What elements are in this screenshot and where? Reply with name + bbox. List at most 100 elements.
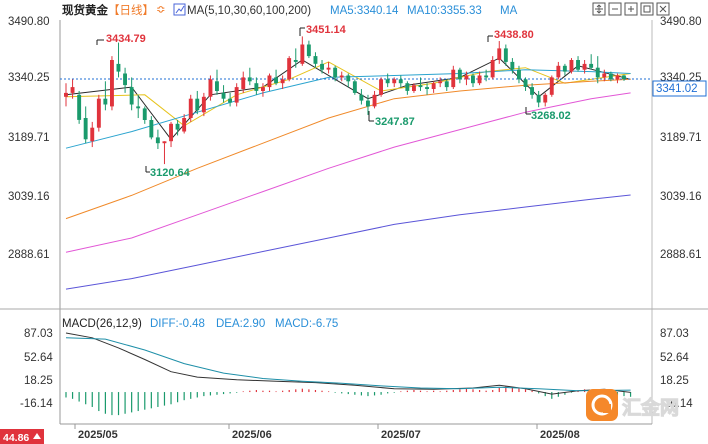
- triangle-up-icon: [33, 433, 41, 439]
- candle: [451, 65, 456, 90]
- candle: [188, 94, 193, 122]
- month-label: 2025/07: [381, 429, 421, 441]
- ma-more-label: MA: [500, 5, 518, 17]
- candle: [510, 58, 515, 74]
- candle: [569, 58, 574, 74]
- period-selector[interactable]: 【日线】: [108, 3, 154, 17]
- candle: [64, 83, 68, 107]
- macd-axis-right: 87.03 52.64 18.25 -16.14: [660, 328, 693, 410]
- candle: [90, 121, 95, 148]
- candle: [228, 92, 232, 107]
- candle: [425, 83, 429, 95]
- current-price-tag: 3341.02: [652, 80, 707, 97]
- minus-box-icon[interactable]: [608, 2, 622, 16]
- candle: [543, 92, 548, 107]
- candle: [339, 71, 344, 82]
- chart-settings-icon[interactable]: [173, 3, 186, 16]
- candle: [457, 67, 462, 84]
- candle: [398, 75, 403, 88]
- candle: [464, 71, 469, 86]
- macd-tick: -16.14: [660, 398, 693, 410]
- watermark-text: 汇金网: [622, 396, 679, 419]
- chart-badge[interactable]: 44.86: [0, 429, 44, 444]
- candle: [155, 129, 160, 149]
- candle: [110, 56, 114, 111]
- candle: [96, 94, 101, 132]
- candle: [392, 77, 397, 88]
- price-axis-right: 3490.80 3340.25 3189.71 3039.16 2888.61: [660, 16, 702, 261]
- candle: [490, 56, 495, 80]
- restore-window-icon[interactable]: [640, 2, 654, 16]
- candle: [418, 77, 423, 91]
- candle: [116, 42, 121, 78]
- instrument-title: 现货黄金: [62, 3, 108, 17]
- month-label: 2025/05: [78, 429, 118, 441]
- toolbar-icons: [592, 2, 670, 16]
- ma5-value: MA5:3340.14: [330, 5, 399, 17]
- candle: [169, 121, 173, 148]
- macd-diff-line: [65, 332, 631, 395]
- candle: [444, 79, 449, 91]
- macd-series: [65, 332, 632, 416]
- move-icon[interactable]: [592, 2, 606, 16]
- candle: [201, 92, 206, 117]
- ma10-value: MA10:3355.33: [407, 5, 482, 17]
- high-label: 3434.79: [106, 33, 146, 45]
- candle: [523, 77, 528, 91]
- candle: [254, 77, 259, 95]
- month-label: 2025/06: [232, 429, 272, 441]
- macd-diff-value: DIFF:-0.48: [150, 318, 205, 330]
- candle: [562, 63, 567, 76]
- candle: [221, 85, 226, 103]
- candle: [123, 67, 127, 93]
- candle: [208, 75, 213, 101]
- candle: [497, 41, 502, 64]
- time-axis: 2025/05 2025/06 2025/07 2025/08: [74, 424, 580, 441]
- price-tick: 2888.61: [8, 249, 50, 261]
- close-icon[interactable]: [656, 2, 670, 16]
- candle: [622, 74, 626, 81]
- candle: [70, 79, 75, 99]
- candle: [471, 73, 475, 88]
- candle: [274, 69, 278, 86]
- candle: [306, 40, 311, 59]
- macd-tick: 87.03: [24, 328, 53, 340]
- candle: [280, 75, 285, 90]
- candle: [589, 54, 594, 70]
- candle: [83, 106, 88, 144]
- candle: [438, 77, 443, 88]
- chart-header: 现货黄金 【日线】 ≎ MA(5,10,30,60,100,200) MA5:3…: [62, 3, 518, 17]
- candle: [379, 77, 383, 97]
- candle: [405, 81, 410, 95]
- candle: [517, 65, 521, 84]
- candle: [77, 90, 82, 124]
- candle: [162, 141, 167, 165]
- candle: [608, 71, 613, 82]
- price-annotations: 3434.79 3120.64 3451.14 3247.87 3438.80 …: [96, 24, 571, 179]
- macd-tick: -16.14: [20, 398, 53, 410]
- price-tick: 3490.80: [8, 16, 50, 28]
- candle: [287, 56, 292, 82]
- add-indicator-icon[interactable]: [624, 2, 638, 16]
- price-axis-left: 3490.80 3340.25 3189.71 3039.16 2888.61: [8, 16, 50, 261]
- candle: [595, 56, 600, 84]
- macd-tick: 18.25: [660, 375, 689, 387]
- price-tick: 3490.80: [660, 16, 702, 28]
- candle: [215, 69, 219, 95]
- candle: [293, 48, 298, 68]
- candle: [536, 90, 541, 108]
- low-label: 3268.02: [531, 110, 571, 122]
- macd-value: MACD:-6.75: [275, 318, 338, 330]
- macd-dea-line: [65, 337, 631, 392]
- candle: [431, 81, 436, 93]
- candle: [530, 83, 534, 99]
- candle: [385, 73, 390, 88]
- expand-chevron-icon[interactable]: ≎: [156, 4, 166, 16]
- ma-label: MA(5,10,30,60,100,200): [187, 5, 311, 17]
- price-tick: 2888.61: [660, 249, 702, 261]
- candle: [576, 56, 580, 72]
- candle: [320, 60, 324, 74]
- price-tick: 3189.71: [660, 132, 702, 144]
- candle: [359, 89, 364, 105]
